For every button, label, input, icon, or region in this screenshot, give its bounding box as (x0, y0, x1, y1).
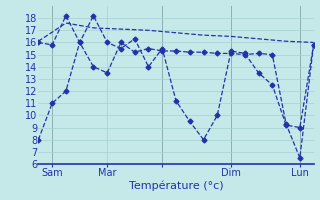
X-axis label: Température (°c): Température (°c) (129, 181, 223, 191)
